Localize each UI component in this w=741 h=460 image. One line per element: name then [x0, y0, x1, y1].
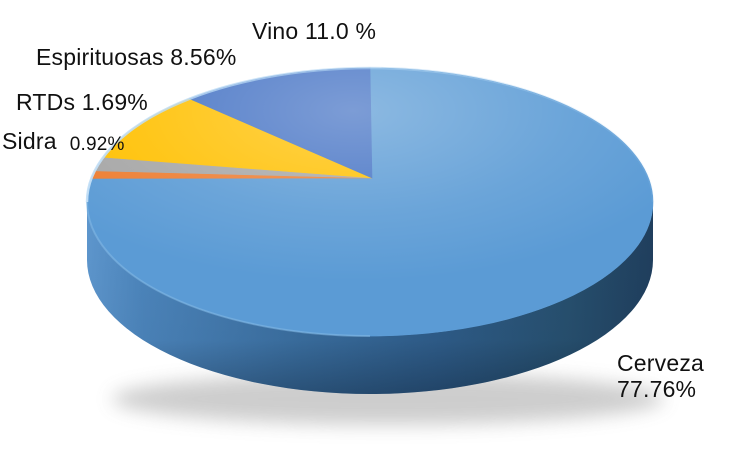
label-cerveza: Cerveza 77.76%	[617, 350, 704, 402]
label-sidra: Sidra 0.92%	[2, 128, 125, 155]
pie-sheen-overlay	[87, 68, 653, 336]
pie-top-rim-highlight	[85, 66, 655, 203]
label-cerveza-name: Cerveza	[617, 350, 705, 376]
pie-front-edge-highlight	[86, 201, 371, 337]
label-sidra-value: 0.92%	[69, 134, 125, 155]
pie-side-wall-shading	[87, 202, 653, 394]
label-espirituosas: Espirituosas 8.56%	[36, 44, 237, 70]
label-cerveza-value: 77.76%	[617, 376, 697, 402]
label-sidra-name: Sidra	[2, 128, 57, 154]
label-vino: Vino 11.0 %	[252, 18, 377, 44]
label-rtds: RTDs 1.69%	[16, 89, 148, 115]
pie-shadow	[112, 373, 664, 425]
